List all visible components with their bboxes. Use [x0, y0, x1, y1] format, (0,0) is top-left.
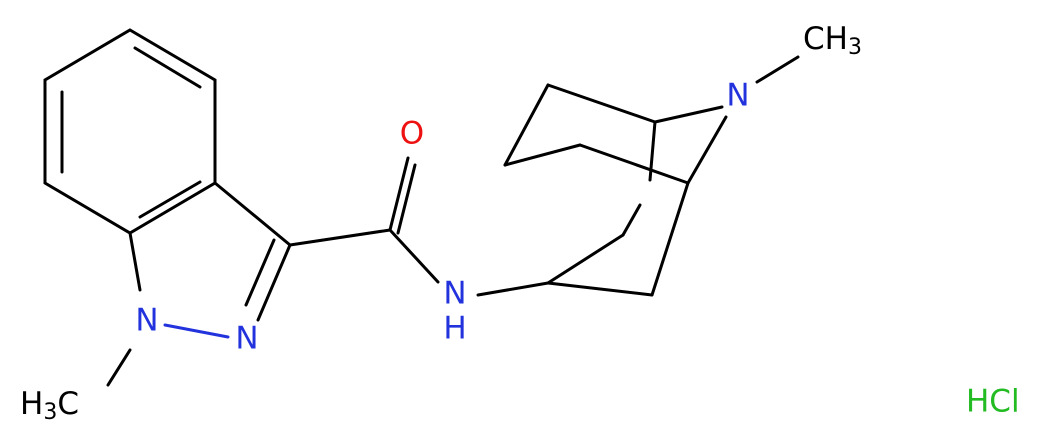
methyl-label: H3C [20, 386, 79, 426]
atom-label: N [443, 276, 466, 312]
atom-label: O [400, 116, 424, 152]
atom-label: N [135, 303, 158, 339]
methyl-c: C [57, 386, 79, 422]
methyl-sub: 3 [43, 400, 57, 425]
methyl-ch: CH [803, 21, 848, 57]
methyl-label: CH3 [803, 21, 862, 61]
atom-label: N [726, 78, 749, 114]
atom-label: H [443, 311, 466, 347]
salt-label: HCl [966, 384, 1020, 420]
atom-label: N [235, 321, 258, 357]
methyl-sub: 3 [848, 35, 862, 60]
bonds [43, 28, 800, 387]
methyl-h: H [20, 386, 43, 422]
